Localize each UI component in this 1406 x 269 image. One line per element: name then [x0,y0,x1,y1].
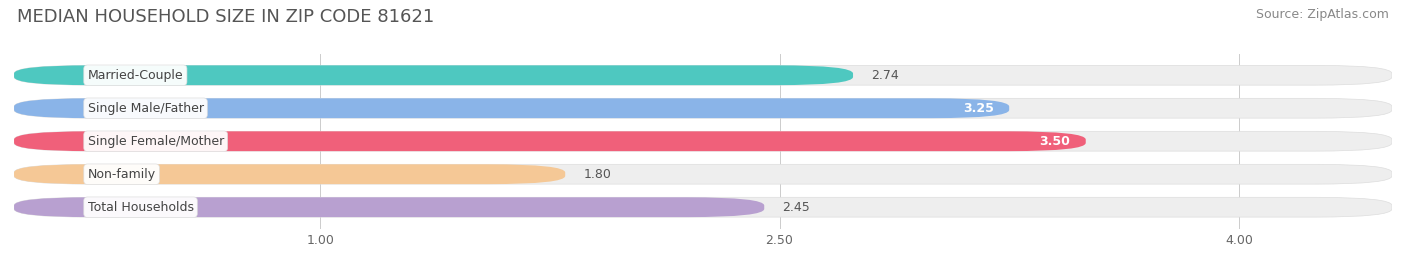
FancyBboxPatch shape [14,98,1392,118]
FancyBboxPatch shape [14,131,1392,151]
Text: 2.74: 2.74 [872,69,900,82]
Text: 3.50: 3.50 [1039,135,1070,148]
FancyBboxPatch shape [14,197,1392,217]
FancyBboxPatch shape [14,131,1085,151]
Text: 3.25: 3.25 [963,102,994,115]
Text: MEDIAN HOUSEHOLD SIZE IN ZIP CODE 81621: MEDIAN HOUSEHOLD SIZE IN ZIP CODE 81621 [17,8,434,26]
FancyBboxPatch shape [14,65,853,85]
FancyBboxPatch shape [14,197,765,217]
Text: 2.45: 2.45 [783,201,810,214]
Text: Non-family: Non-family [87,168,156,181]
Text: Single Female/Mother: Single Female/Mother [87,135,224,148]
Text: Total Households: Total Households [87,201,194,214]
Text: Source: ZipAtlas.com: Source: ZipAtlas.com [1256,8,1389,21]
FancyBboxPatch shape [14,164,1392,184]
Text: Single Male/Father: Single Male/Father [87,102,204,115]
Text: 1.80: 1.80 [583,168,612,181]
FancyBboxPatch shape [14,164,565,184]
Text: Married-Couple: Married-Couple [87,69,183,82]
FancyBboxPatch shape [14,65,1392,85]
FancyBboxPatch shape [14,98,1010,118]
